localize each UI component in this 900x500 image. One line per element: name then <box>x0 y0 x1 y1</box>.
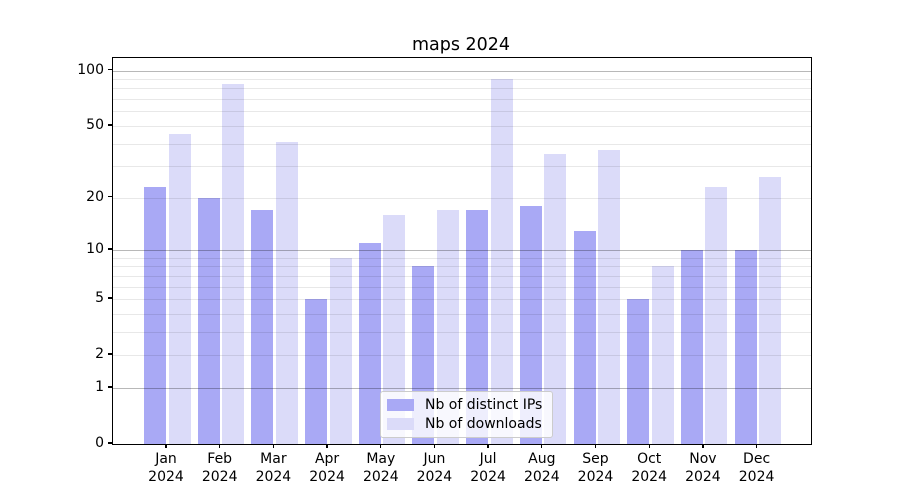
gridline-major-100 <box>113 70 811 72</box>
x-tick-mark-oct <box>648 444 650 448</box>
y-tick-mark-0 <box>108 442 112 444</box>
x-tick-mark-apr <box>326 444 328 448</box>
bar-distinct-ips-nov <box>680 250 703 444</box>
gridline-minor-90 <box>113 79 811 80</box>
chart-title: maps 2024 <box>411 35 511 55</box>
bar-downloads-dec <box>759 177 782 444</box>
y-tick-label-20: 20 <box>86 188 104 205</box>
x-tick-label-jun: Jun 2024 <box>416 451 453 485</box>
y-tick-mark-50 <box>108 124 112 126</box>
gridline-minor-30 <box>113 166 811 168</box>
x-tick-mark-feb <box>219 444 221 448</box>
y-tick-label-50: 50 <box>86 116 104 133</box>
x-tick-mark-may <box>380 444 382 448</box>
bar-distinct-ips-mar <box>251 210 274 444</box>
bar-distinct-ips-jan <box>144 186 166 444</box>
y-tick-label-10: 10 <box>86 241 104 257</box>
legend-item-downloads: Nb of downloads <box>387 416 542 432</box>
bar-distinct-ips-apr <box>305 299 328 444</box>
x-tick-mark-dec <box>755 444 758 448</box>
x-tick-label-may: May 2024 <box>362 451 399 485</box>
bar-downloads-may <box>383 214 406 444</box>
bar-downloads-jun <box>436 210 459 444</box>
x-tick-mark-sep <box>594 444 597 448</box>
x-tick-label-mar: Mar 2024 <box>255 451 292 485</box>
bar-downloads-aug <box>544 154 567 444</box>
gridline-minor-40 <box>113 143 811 145</box>
x-tick-mark-mar <box>272 444 275 448</box>
y-tick-label-2: 2 <box>95 346 104 363</box>
bar-downloads-nov <box>705 186 728 444</box>
bar-distinct-ips-sep <box>573 230 596 444</box>
legend-swatch-downloads <box>387 418 414 430</box>
bar-distinct-ips-dec <box>734 250 757 444</box>
x-tick-label-dec: Dec 2024 <box>738 451 775 485</box>
bar-distinct-ips-jul <box>466 210 489 444</box>
x-tick-mark-jul <box>487 444 489 448</box>
x-tick-label-apr: Apr 2024 <box>309 451 345 485</box>
bar-downloads-jul <box>490 79 513 444</box>
bar-downloads-apr <box>329 257 352 444</box>
y-tick-mark-100 <box>108 68 112 71</box>
x-tick-label-aug: Aug 2024 <box>523 451 560 485</box>
y-tick-mark-2 <box>108 353 112 355</box>
legend-swatch-distinct-ips <box>387 399 414 411</box>
x-tick-label-feb: Feb 2024 <box>201 451 238 485</box>
gridline-minor-70 <box>113 99 811 101</box>
gridline-minor-80 <box>113 88 811 90</box>
legend-item-distinct-ips: Nb of distinct IPs <box>387 397 542 413</box>
x-tick-label-nov: Nov 2024 <box>685 451 721 485</box>
y-tick-label-100: 100 <box>77 61 104 78</box>
x-tick-mark-jan <box>165 444 167 448</box>
gridline-minor-60 <box>113 111 811 113</box>
y-tick-mark-10 <box>108 248 112 250</box>
y-tick-mark-1 <box>108 386 112 388</box>
x-tick-label-oct: Oct 2024 <box>631 451 667 485</box>
bar-distinct-ips-feb <box>197 197 220 444</box>
bar-distinct-ips-may <box>358 242 381 444</box>
plot-area: Nb of distinct IPs Nb of downloads <box>112 57 812 445</box>
x-tick-label-jan: Jan 2024 <box>148 451 184 485</box>
y-tick-label-1: 1 <box>95 378 104 395</box>
x-tick-label-sep: Sep 2024 <box>577 451 614 485</box>
y-tick-label-0: 0 <box>95 435 104 451</box>
bar-downloads-sep <box>598 149 620 444</box>
x-tick-mark-jun <box>433 444 436 448</box>
bar-downloads-jan <box>168 134 191 444</box>
x-tick-mark-nov <box>702 444 704 448</box>
legend: Nb of distinct IPs Nb of downloads <box>380 391 554 438</box>
y-tick-mark-5 <box>108 297 112 299</box>
y-tick-mark-20 <box>108 196 112 198</box>
legend-label-distinct-ips: Nb of distinct IPs <box>425 397 543 413</box>
x-tick-mark-aug <box>541 444 543 448</box>
bar-downloads-oct <box>651 266 674 444</box>
legend-label-downloads: Nb of downloads <box>425 416 542 432</box>
bar-downloads-feb <box>222 83 245 444</box>
bar-downloads-mar <box>275 141 298 444</box>
x-tick-label-jul: Jul 2024 <box>470 451 506 485</box>
bar-distinct-ips-aug <box>519 205 542 444</box>
y-tick-label-5: 5 <box>95 290 104 306</box>
bar-distinct-ips-oct <box>627 299 650 444</box>
gridline-minor-50 <box>113 125 811 127</box>
